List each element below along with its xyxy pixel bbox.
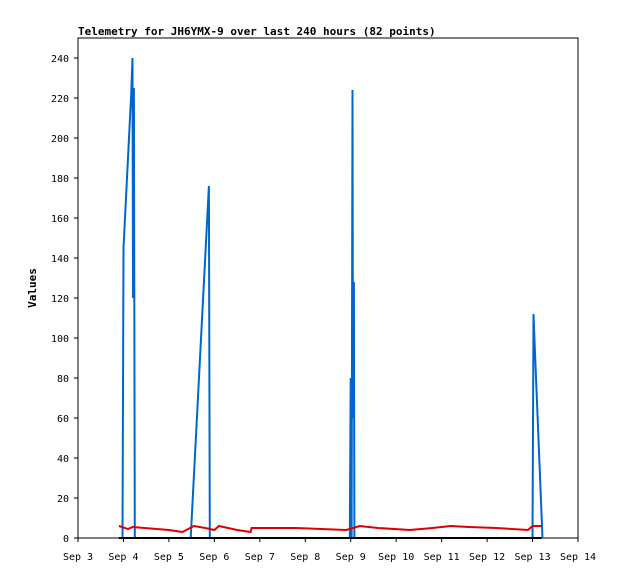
x-tick-label: Sep 11 xyxy=(424,552,460,563)
y-tick-label: 0 xyxy=(63,534,69,545)
y-tick-label: 160 xyxy=(51,214,69,225)
series-layer xyxy=(118,57,544,539)
y-tick-label: 20 xyxy=(57,494,69,505)
y-tick-label: 140 xyxy=(51,254,69,265)
x-tick-label: Sep 13 xyxy=(514,552,550,563)
y-axis-label: Values xyxy=(26,268,39,308)
y-tick-label: 220 xyxy=(51,94,69,105)
x-tick-label: Sep 12 xyxy=(469,552,505,563)
y-axis: 0 20 40 60 80 100 120 140 160 180 200 220 240 xyxy=(51,54,78,545)
x-tick-label: Sep 3 xyxy=(63,552,93,563)
y-tick-label: 60 xyxy=(57,414,69,425)
y-tick-label: 120 xyxy=(51,294,69,305)
x-tick-label: Sep 9 xyxy=(336,552,366,563)
x-tick-label: Sep 8 xyxy=(290,552,320,563)
x-tick-label: Sep 14 xyxy=(560,552,596,563)
y-tick-label: 200 xyxy=(51,134,69,145)
y-tick-label: 180 xyxy=(51,174,69,185)
x-tick-label: Sep 5 xyxy=(154,552,184,563)
y-tick-label: 80 xyxy=(57,374,69,385)
y-tick-label: 100 xyxy=(51,334,69,345)
series-line-0 xyxy=(121,57,544,539)
chart-title: Telemetry for JH6YMX-9 over last 240 hou… xyxy=(78,25,436,38)
x-tick-label: Sep 4 xyxy=(108,552,138,563)
plot-area-frame xyxy=(77,37,579,539)
x-tick-label: Sep 10 xyxy=(378,552,414,563)
x-tick-label: Sep 6 xyxy=(199,552,229,563)
y-tick-label: 240 xyxy=(51,54,69,65)
x-tick-label: Sep 7 xyxy=(245,552,275,563)
y-tick-label: 40 xyxy=(57,454,69,465)
x-axis: Sep 3 Sep 4 Sep 5 Sep 6 Sep 7 Sep 8 Sep 9 Sep 1… xyxy=(63,538,596,563)
series-line-1 xyxy=(118,524,542,534)
